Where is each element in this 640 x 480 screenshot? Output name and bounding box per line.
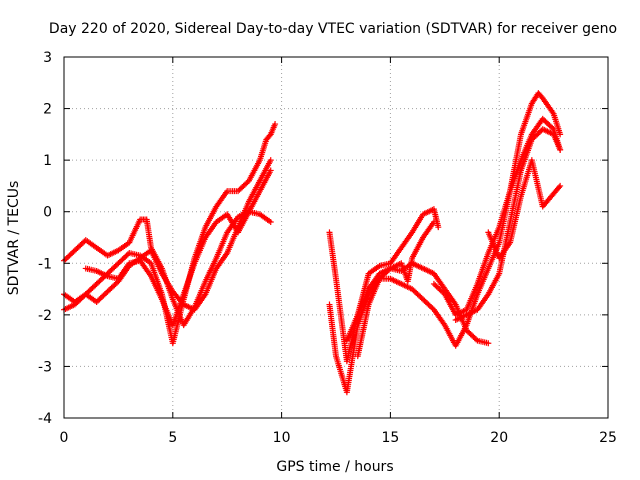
data-point [557,182,564,189]
data-point [435,224,442,231]
chart-title: Day 220 of 2020, Sidereal Day-to-day VTE… [49,21,617,37]
x-tick-label: 5 [168,430,177,446]
series-track-i [430,90,564,318]
data-point [430,219,437,226]
y-tick-label: -2 [38,308,52,324]
data-point [557,131,564,138]
y-tick-label: 1 [43,153,52,169]
data-point [556,184,563,191]
data-point [557,146,564,153]
data-point [485,340,492,347]
x-tick-label: 15 [381,430,399,446]
data-point [549,124,556,131]
y-tick-label: -1 [38,256,52,272]
data-point [272,121,279,128]
y-tick-label: 0 [43,205,52,221]
y-tick-label: 3 [43,50,52,66]
data-point [473,336,480,343]
series-track-d [82,167,274,329]
x-tick-label: 25 [599,430,617,446]
series-track-j [452,126,564,324]
data-point [440,289,447,296]
y-tick-label: 2 [43,102,52,118]
data-point [244,179,251,186]
series-track-g [343,260,492,347]
plot-frame [63,56,609,419]
x-tick-label: 10 [273,430,291,446]
x-tick-label: 0 [60,430,69,446]
data-point [267,157,274,164]
data-markers [61,90,564,396]
data-point [267,167,274,174]
x-axis-label: GPS time / hours [276,459,393,475]
data-point [266,132,273,139]
data-point [267,219,274,226]
series-track-k [485,157,564,262]
x-tick-label: 20 [490,430,508,446]
y-axis-label: SDTVAR / TECUs [6,181,22,296]
y-tick-label: -3 [38,359,52,375]
axis-ticks: 0 5 10 15 20 25 -4 -3 -2 -1 0 1 2 3 [38,50,617,446]
y-tick-label: -4 [38,411,52,427]
